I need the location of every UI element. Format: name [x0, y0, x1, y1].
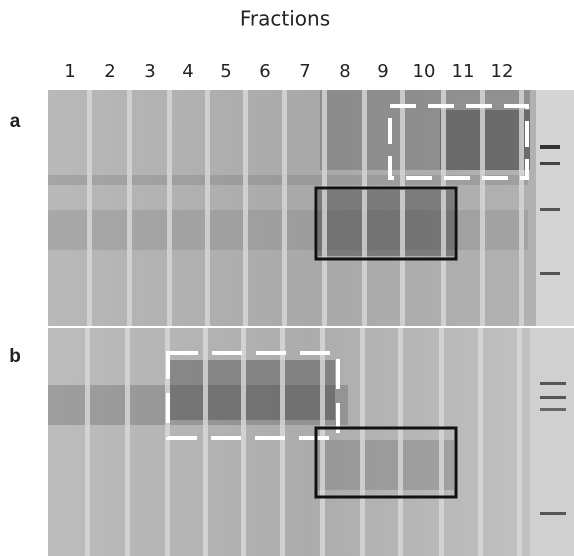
lane-label: 7	[299, 61, 310, 82]
ladder-band	[540, 145, 560, 149]
lane-label: 3	[144, 61, 155, 82]
band	[318, 190, 454, 256]
lane-label: 10	[413, 61, 436, 82]
gel-panel-b	[48, 328, 574, 556]
lane-gap	[241, 328, 246, 556]
lane-gap	[519, 90, 524, 326]
lane-gap	[400, 90, 405, 326]
lane-label: 6	[259, 61, 270, 82]
lane-gap	[322, 90, 327, 326]
lane-gap	[441, 90, 446, 326]
lane-label: 12	[491, 61, 514, 82]
ladder-band	[540, 408, 566, 411]
ladder-band	[540, 208, 560, 211]
ladder	[530, 328, 574, 556]
lane-label: 8	[339, 61, 350, 82]
figure-title: Fractions	[240, 7, 330, 31]
lane-gap	[480, 90, 485, 326]
lane-gap	[478, 328, 483, 556]
panel-label: b	[9, 346, 21, 367]
lane-gap	[205, 90, 210, 326]
lane-label: 11	[452, 61, 475, 82]
lane-gap	[243, 90, 248, 326]
ladder-band	[540, 272, 560, 275]
lane-label: 4	[182, 61, 193, 82]
lane-label: 9	[377, 61, 388, 82]
panel-label: a	[10, 111, 21, 132]
lane-gap	[125, 328, 130, 556]
lane-gap	[439, 328, 444, 556]
lane-gap	[85, 328, 90, 556]
lane-gap	[203, 328, 208, 556]
band	[318, 440, 454, 490]
lane-gap	[280, 328, 285, 556]
lane-gap	[320, 328, 325, 556]
ladder-band	[540, 512, 566, 515]
lane-label: 2	[104, 61, 115, 82]
lane-gap	[127, 90, 132, 326]
lane-gap	[87, 90, 92, 326]
lane-gap	[362, 90, 367, 326]
lane-label: 5	[220, 61, 231, 82]
lane-gap	[282, 90, 287, 326]
lane-gap	[167, 90, 172, 326]
figure: Fractions 123456789101112 a b	[0, 0, 574, 556]
lane-gap	[517, 328, 522, 556]
lane-gap	[360, 328, 365, 556]
lane-gap	[398, 328, 403, 556]
lane-label: 1	[64, 61, 75, 82]
ladder-band	[540, 382, 566, 385]
gel-panel-a	[48, 90, 574, 326]
ladder-band	[540, 162, 560, 165]
ladder-band	[540, 396, 566, 399]
band	[170, 360, 335, 420]
